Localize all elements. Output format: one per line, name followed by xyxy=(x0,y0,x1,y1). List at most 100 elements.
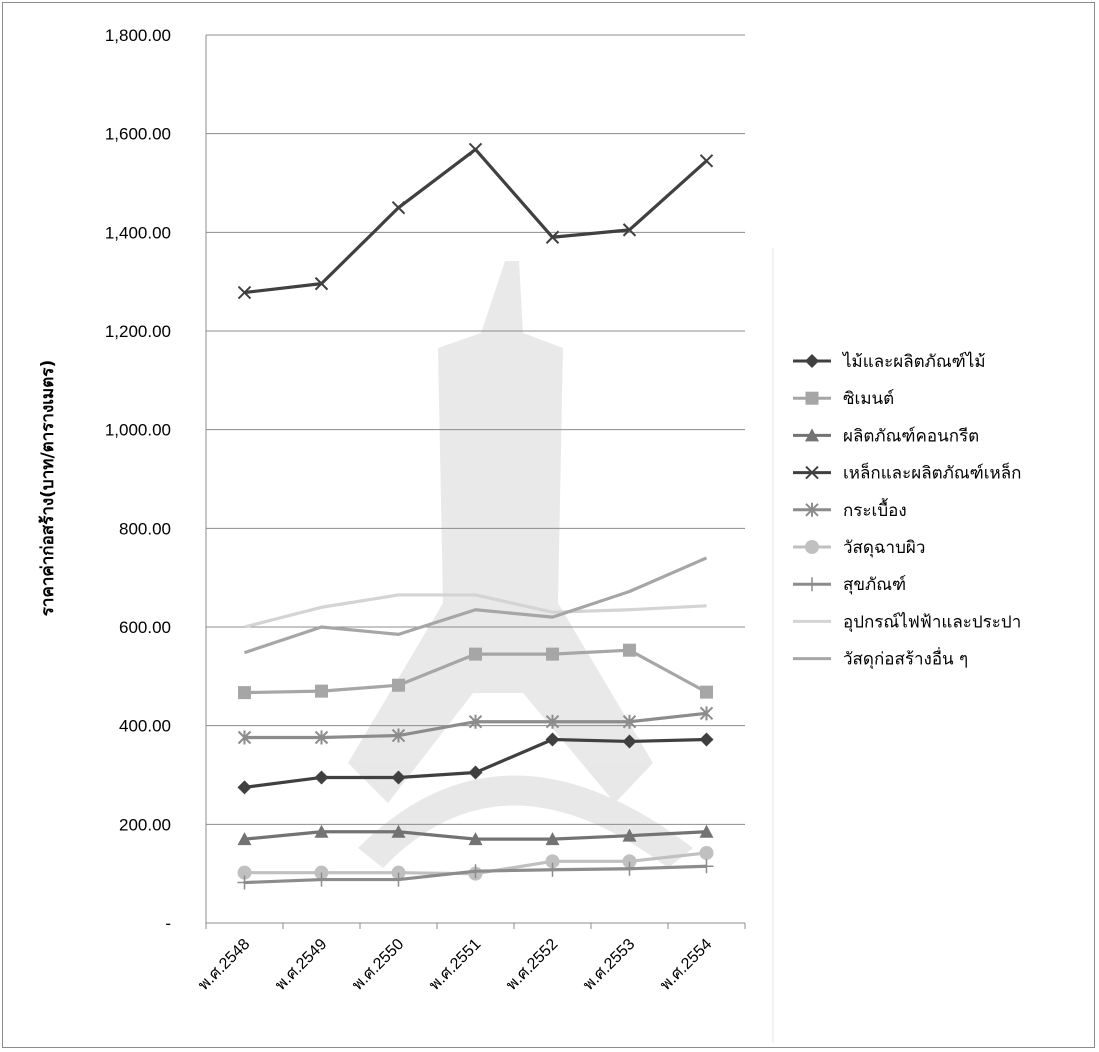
series-line xyxy=(244,593,707,629)
data-point xyxy=(392,678,405,692)
legend-marker xyxy=(805,465,819,480)
data-point xyxy=(545,832,560,846)
x-tick-label: พ.ศ.2549 xyxy=(272,936,330,994)
data-point xyxy=(545,854,560,869)
chart-series xyxy=(237,142,714,890)
y-tick-label: 1,200.00 xyxy=(105,322,171,341)
y-axis-label: ราคาค่าก่อสร้าง(บาท/ตารางเมตร) xyxy=(38,360,58,616)
series-3 xyxy=(237,142,714,300)
data-point xyxy=(314,730,329,745)
data-point xyxy=(237,285,252,300)
legend-label: เหล็กและผลิตภัณฑ์เหล็ก xyxy=(843,462,1021,484)
data-point xyxy=(468,832,483,846)
legend-label: ไม้และผลิตภัณฑ์ไม้ xyxy=(841,351,986,372)
data-point xyxy=(238,686,251,700)
series-7 xyxy=(244,593,707,629)
x-tick-label: พ.ศ.2553 xyxy=(580,936,638,994)
data-point xyxy=(391,770,406,785)
data-point xyxy=(314,276,329,291)
data-point xyxy=(699,859,714,874)
y-tick-label: 800.00 xyxy=(119,519,171,538)
data-point xyxy=(545,732,560,747)
legend-item: เหล็กและผลิตภัณฑ์เหล็ก xyxy=(793,462,1021,484)
line-chart: - 200.00 400.00 600.00 800.00 1,000.00 1,200.0… xyxy=(38,26,1021,1043)
data-point xyxy=(699,732,714,747)
data-point xyxy=(237,730,252,745)
legend-marker xyxy=(805,502,819,517)
data-point xyxy=(391,728,406,743)
y-tick-label: - xyxy=(165,914,171,933)
series-2 xyxy=(237,824,714,846)
series-6 xyxy=(237,859,714,890)
y-axis-ticks: - 200.00 400.00 600.00 800.00 1,000.00 1,200.0… xyxy=(105,26,171,933)
data-point xyxy=(622,714,637,729)
x-axis-ticks: พ.ศ.2548 พ.ศ.2549 พ.ศ.2550 พ.ศ.2551 พ.ศ.2552… xyxy=(195,936,715,994)
y-tick-label: 600.00 xyxy=(119,618,171,637)
y-tick-label: 1,400.00 xyxy=(105,223,171,242)
legend-item: วัสดุฉาบผิว xyxy=(793,538,925,558)
data-point xyxy=(622,734,637,749)
x-tick-label: พ.ศ.2554 xyxy=(657,936,715,994)
legend-marker xyxy=(805,577,819,592)
data-point xyxy=(391,824,406,838)
data-point xyxy=(237,865,252,880)
data-point xyxy=(237,875,252,890)
legend-marker xyxy=(805,391,819,405)
data-point xyxy=(545,862,560,877)
data-point xyxy=(546,647,559,661)
y-tick-label: 200.00 xyxy=(119,815,171,834)
data-point xyxy=(468,765,483,780)
x-tick-label: พ.ศ.2550 xyxy=(349,936,407,994)
legend-label: ซิเมนต์ xyxy=(843,389,894,409)
data-point xyxy=(468,142,483,157)
data-point xyxy=(237,832,252,846)
data-point xyxy=(623,643,636,657)
legend-item: อุปกรณ์ไฟฟ้าและประปา xyxy=(793,611,1021,632)
series-4 xyxy=(237,706,714,745)
data-point xyxy=(622,828,637,842)
legend-item: ไม้และผลิตภัณฑ์ไม้ xyxy=(793,351,986,372)
legend-marker xyxy=(805,540,819,554)
data-point xyxy=(314,770,329,785)
data-point xyxy=(545,714,560,729)
y-tick-label: 1,600.00 xyxy=(105,125,171,144)
legend-label: กระเบื้อง xyxy=(843,498,907,521)
y-tick-label: 400.00 xyxy=(119,717,171,736)
legend-label: สุขภัณฑ์ xyxy=(843,575,906,595)
chart-axes xyxy=(205,35,774,1043)
data-point xyxy=(315,684,328,698)
legend-marker xyxy=(805,354,819,368)
university-watermark xyxy=(348,261,693,868)
x-tick-label: พ.ศ.2552 xyxy=(503,936,561,994)
series-line xyxy=(244,147,708,295)
legend-item: ซิเมนต์ xyxy=(793,389,894,409)
data-point xyxy=(468,714,483,729)
data-point xyxy=(622,861,637,876)
legend-label: วัสดุฉาบผิว xyxy=(843,538,925,558)
data-point xyxy=(700,685,713,699)
data-point xyxy=(314,824,329,838)
data-point xyxy=(699,706,714,721)
data-point xyxy=(469,647,482,661)
series-0 xyxy=(237,732,714,795)
data-point xyxy=(699,845,714,860)
chart-legend: ไม้และผลิตภัณฑ์ไม้ซิเมนต์ผลิตภัณฑ์คอนกรี… xyxy=(793,351,1021,670)
data-point xyxy=(545,230,560,244)
data-point xyxy=(699,824,714,838)
series-line xyxy=(243,556,708,655)
y-tick-label: 1,000.00 xyxy=(105,421,171,440)
series-1 xyxy=(238,643,713,700)
legend-item: ผลิตภัณฑ์คอนกรีต xyxy=(793,426,979,446)
x-tick-label: พ.ศ.2548 xyxy=(195,936,253,994)
legend-label: ผลิตภัณฑ์คอนกรีต xyxy=(843,426,979,446)
data-point xyxy=(468,864,483,879)
data-point xyxy=(622,223,637,237)
x-tick-label: พ.ศ.2551 xyxy=(426,936,484,994)
chart-grid xyxy=(206,34,745,825)
legend-item: กระเบื้อง xyxy=(793,498,907,521)
data-point xyxy=(622,854,637,869)
data-point xyxy=(237,780,252,795)
series-8 xyxy=(243,556,708,655)
data-point xyxy=(391,872,406,887)
